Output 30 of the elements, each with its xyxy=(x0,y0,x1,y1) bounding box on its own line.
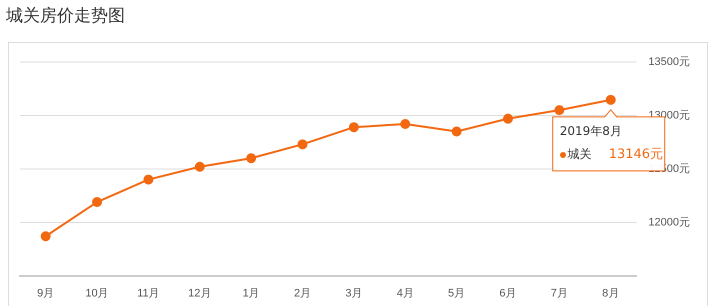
x-tick-label: 4月 xyxy=(396,287,414,300)
x-tick-label: 8月 xyxy=(602,287,620,300)
y-tick-label: 13500元 xyxy=(648,56,690,68)
chart-title: 城关房价走势图 xyxy=(6,5,125,27)
x-tick-label: 7月 xyxy=(550,287,568,300)
point xyxy=(143,174,154,185)
x-tick-label: 5月 xyxy=(448,287,466,300)
x-tick-label: 9月 xyxy=(37,287,54,300)
point xyxy=(502,114,513,124)
annotation: 2019年8月 xyxy=(560,124,622,138)
x-tick-label: 12月 xyxy=(188,287,212,300)
point xyxy=(606,94,616,105)
point xyxy=(92,197,102,208)
point xyxy=(246,153,256,164)
point xyxy=(452,126,462,136)
x-tick-label: 6月 xyxy=(499,287,517,300)
point xyxy=(400,119,410,129)
x-tick-label: 10月 xyxy=(85,287,109,300)
point xyxy=(554,105,564,116)
point xyxy=(348,122,359,132)
point xyxy=(298,139,308,150)
x-tick-label: 11月 xyxy=(137,287,160,300)
x-tick-label: 3月 xyxy=(345,287,362,300)
annotation: 13146元 xyxy=(608,147,664,162)
y-tick-label: 12000元 xyxy=(648,216,690,228)
point xyxy=(194,162,205,172)
x-tick-label: 2月 xyxy=(294,287,312,300)
legend-label: 城关 xyxy=(566,146,592,161)
point xyxy=(40,231,51,242)
x-tick-label: 1月 xyxy=(242,287,260,300)
